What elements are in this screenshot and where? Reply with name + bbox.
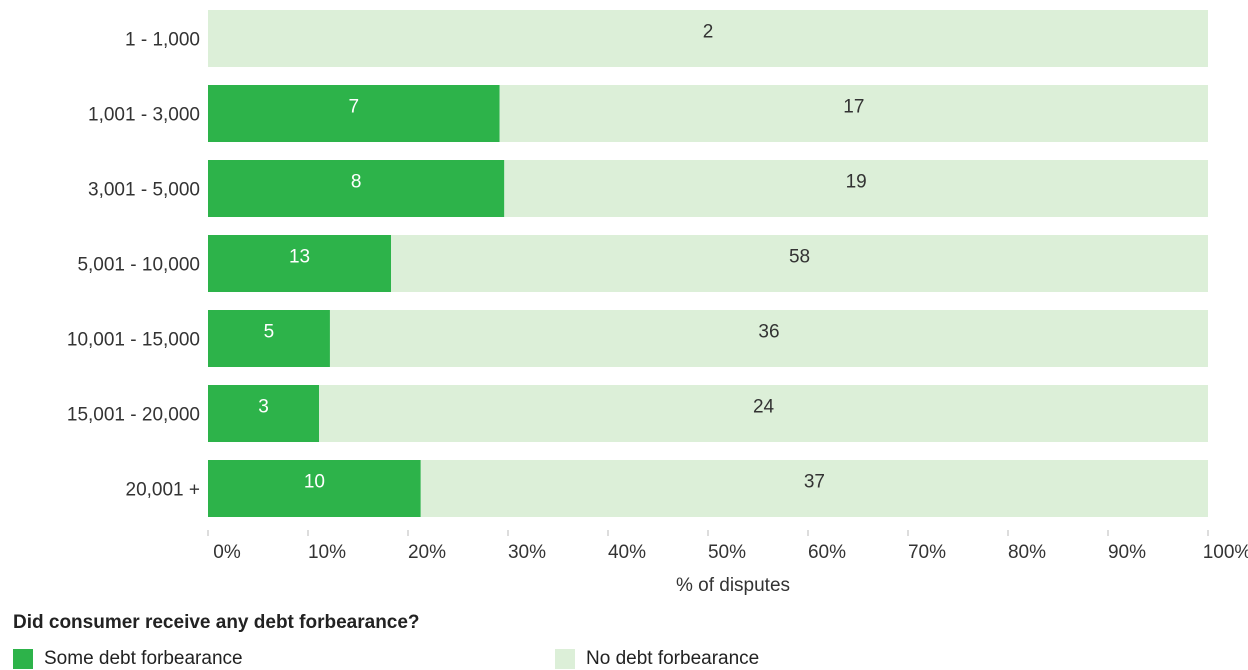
bar-segment-some-forbearance [208, 460, 421, 517]
x-tick-label: 70% [908, 542, 946, 563]
legend-label-no: No debt forbearance [586, 648, 760, 669]
legend-title: Did consumer receive any debt forbearanc… [13, 612, 420, 633]
category-label: 10,001 - 15,000 [67, 330, 200, 351]
x-axis: 0% 10% 20% 30% 40% 50% 60% 70% 80% 90% 100% [207, 530, 1248, 563]
legend-item-no-forbearance: No debt forbearance [555, 648, 759, 670]
data-label: 19 [846, 172, 867, 193]
x-tick-label: 90% [1108, 542, 1146, 563]
bar-segment-no-forbearance [208, 10, 1208, 67]
category-label: 3,001 - 5,000 [88, 180, 200, 201]
data-label: 10 [304, 472, 325, 493]
data-label: 2 [703, 22, 714, 43]
bar-segment-no-forbearance [499, 85, 1209, 142]
data-label: 24 [753, 397, 775, 418]
bar-segment-some-forbearance [208, 310, 330, 367]
bar-segment-some-forbearance [208, 160, 505, 217]
bar-segment-some-forbearance [208, 85, 500, 142]
category-label: 1 - 1,000 [125, 30, 200, 51]
legend-swatch-no [555, 649, 575, 669]
category-label: 1,001 - 3,000 [88, 105, 200, 126]
data-label: 17 [843, 97, 864, 118]
bars-layer: 2 7 17 8 19 13 58 5 36 3 24 10 37 [208, 10, 1209, 517]
x-tick-label: 0% [213, 542, 241, 563]
x-tick-label: 40% [608, 542, 646, 563]
bar-segment-some-forbearance [208, 385, 320, 442]
x-tick-label: 10% [308, 542, 346, 563]
bar-segment-no-forbearance [319, 385, 1209, 442]
data-label: 8 [351, 172, 362, 193]
x-tick-label: 100% [1203, 542, 1248, 563]
legend-swatch-some [13, 649, 33, 669]
data-label: 37 [804, 472, 825, 493]
data-label: 36 [758, 322, 779, 343]
stacked-bar-chart: 2 7 17 8 19 13 58 5 36 3 24 10 37 1 - 1,000 1,001 - 3… [67, 10, 1248, 596]
bar-segment-no-forbearance [329, 310, 1208, 367]
x-tick-label: 60% [808, 542, 846, 563]
data-label: 7 [349, 97, 360, 118]
category-label: 5,001 - 10,000 [77, 255, 200, 276]
bar-segment-some-forbearance [208, 235, 392, 292]
legend-label-some: Some debt forbearance [44, 648, 243, 669]
bar-segment-no-forbearance [420, 460, 1208, 517]
x-axis-title: % of disputes [676, 575, 790, 596]
category-label: 20,001 + [126, 480, 201, 501]
bar-segment-no-forbearance [391, 235, 1208, 292]
x-tick-label: 50% [708, 542, 746, 563]
data-label: 13 [289, 247, 310, 268]
category-label: 15,001 - 20,000 [67, 405, 200, 426]
x-tick-label: 80% [1008, 542, 1046, 563]
x-tick-label: 30% [508, 542, 546, 563]
data-label: 5 [264, 322, 275, 343]
data-label: 3 [258, 397, 269, 418]
legend-item-some-forbearance: Some debt forbearance [13, 648, 243, 670]
category-labels: 1 - 1,000 1,001 - 3,000 3,001 - 5,000 5,001… [67, 30, 200, 501]
bar-segment-no-forbearance [504, 160, 1209, 217]
data-label: 58 [789, 247, 810, 268]
x-tick-label: 20% [408, 542, 446, 563]
